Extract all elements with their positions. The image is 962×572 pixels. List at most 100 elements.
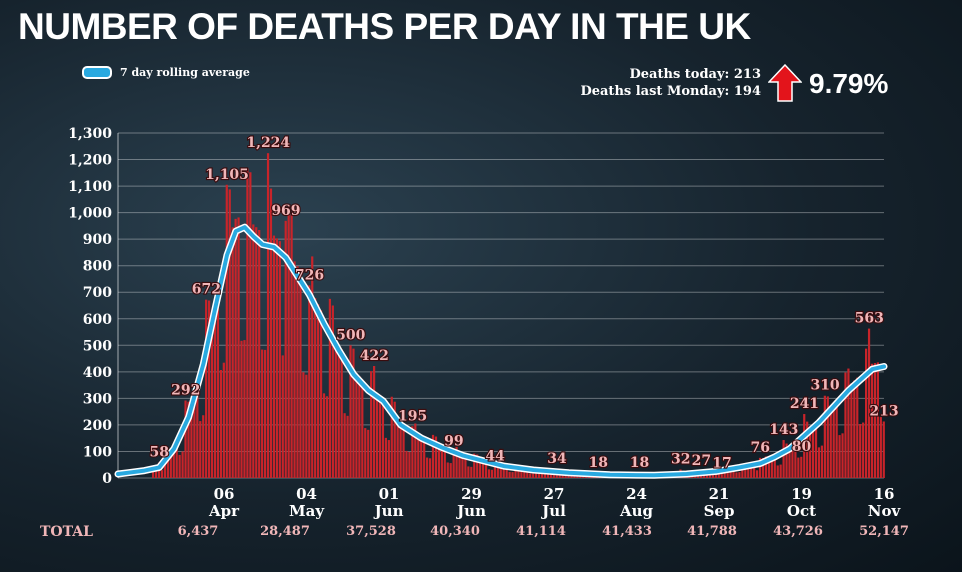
bar [349,345,352,478]
bar [729,468,732,478]
bar [814,422,818,478]
bar [222,362,225,478]
bar [210,314,214,478]
total-value: 43,726 [773,524,823,539]
bar [826,396,829,478]
bar [246,168,249,478]
bar [367,429,370,478]
bar [517,465,520,478]
bar [770,457,773,478]
bar [305,374,308,478]
bar [529,473,532,478]
bar [375,392,379,478]
bar [319,310,323,478]
bar [343,413,346,478]
bar [452,451,455,478]
y-tick-label: 0 [102,471,112,487]
bar [844,372,847,478]
bar [741,464,744,478]
bar [190,402,193,478]
legend-label: 7 day rolling average [120,66,250,79]
bar [549,474,552,478]
rolling-average-line [116,225,886,478]
data-label: 34 [547,451,567,467]
bar [302,372,305,478]
data-label: 58 [150,445,169,461]
y-tick-label: 300 [83,391,112,407]
bar [411,426,414,478]
bar [287,208,290,478]
bar [493,466,496,478]
bar [829,406,832,478]
bar [311,256,314,478]
bar [172,447,175,478]
bar [779,464,782,478]
bar [272,235,276,478]
data-label: 310 [810,378,839,394]
data-label: 18 [630,455,649,471]
bar [269,188,273,478]
bar [193,391,196,478]
bar [243,340,246,478]
bar [750,464,753,478]
bar [797,457,800,478]
x-tick-month: Oct [787,502,816,520]
bar [532,473,535,478]
bar [446,462,449,478]
data-label: 27 [692,453,711,469]
bar [337,344,340,478]
y-tick-label: 900 [83,232,112,248]
data-label: 241 [790,396,819,412]
bar [405,450,408,478]
bar [355,372,358,478]
bar [697,475,700,478]
bar [449,463,452,478]
bar [864,348,868,478]
bar [867,328,871,478]
totals-row: TOTAL 6,437 28,487 37,528 40,340 41,114 … [0,524,962,544]
bar [364,428,367,478]
data-label: 422 [360,348,389,364]
bar [163,455,167,478]
bar [414,423,417,478]
bar [841,433,844,478]
bar [378,394,382,478]
bar [196,380,199,478]
bar [800,456,803,478]
total-value: 6,437 [177,524,219,539]
data-label: 80 [792,439,812,455]
bar [514,465,517,478]
total-value: 37,528 [346,524,396,539]
bar [467,466,470,478]
bar [181,451,184,478]
bar [508,471,511,478]
data-label: 1,105 [205,167,249,183]
bar [325,396,329,478]
bar [408,451,411,478]
bar [346,415,349,478]
bar [372,366,376,478]
bar [249,172,252,478]
bar [809,427,812,478]
bar [437,444,441,478]
data-label: 563 [855,311,884,327]
bar [443,447,446,478]
bar [417,434,420,478]
x-tick-day: 24 [626,485,647,503]
bar [299,271,302,478]
bar [791,444,794,478]
x-tick-day: 29 [461,485,482,503]
bar [720,473,723,478]
bar [788,447,791,478]
bar [803,414,806,478]
data-label: 18 [588,455,607,471]
bar [317,304,320,478]
bar [464,455,467,478]
bar [187,401,190,478]
bar [717,474,720,478]
bar [806,421,809,478]
bar [370,371,373,478]
bar [732,467,735,478]
death-stats: Deaths today: 213 Deaths last Monday: 19… [580,66,761,100]
bar [523,468,526,478]
